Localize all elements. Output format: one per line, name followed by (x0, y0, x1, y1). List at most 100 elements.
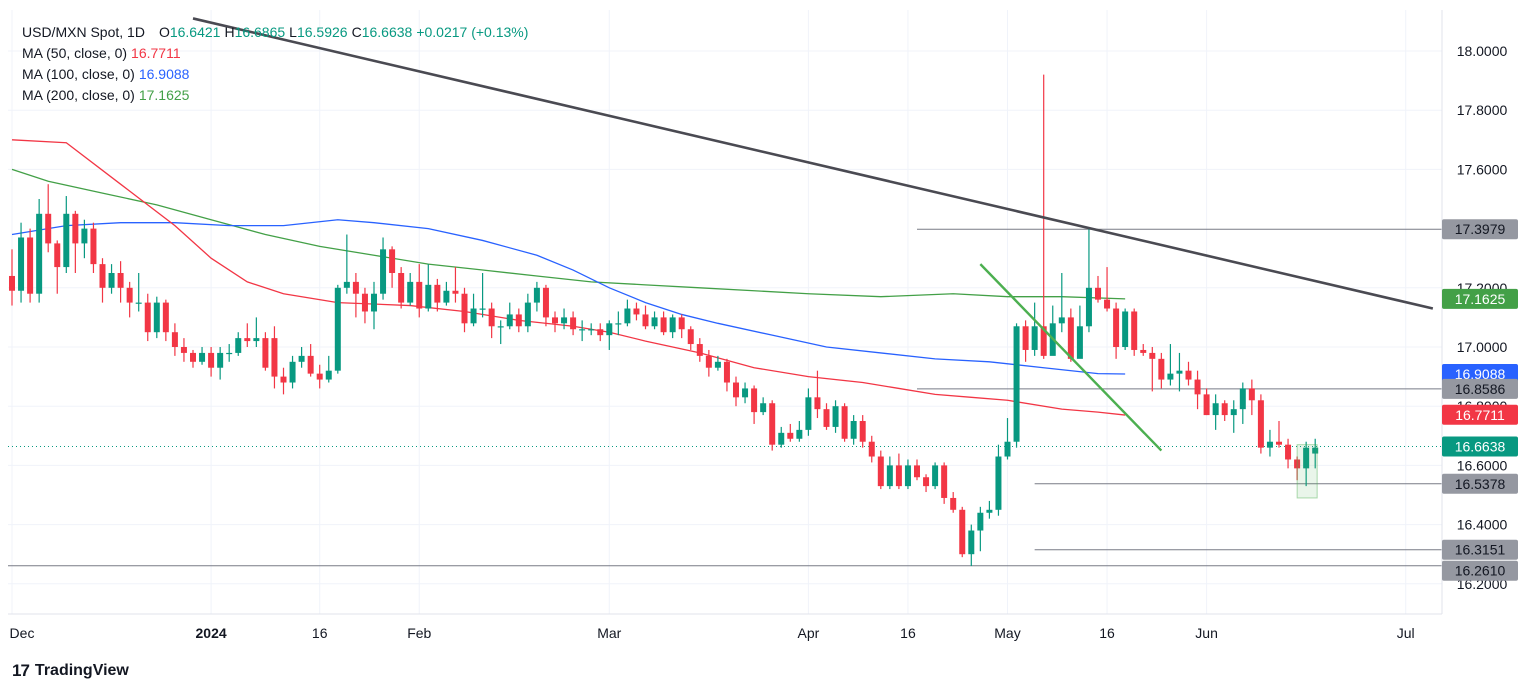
candle-body (1294, 459, 1301, 469)
candle-body (1067, 317, 1074, 359)
candle-body (886, 465, 893, 487)
candlesticks (9, 74, 1319, 567)
candle-body (533, 287, 540, 303)
candle-body (334, 287, 341, 371)
candle-body (841, 406, 848, 439)
candle-body (407, 281, 414, 303)
symbol-label[interactable]: USD/MXN Spot, 1D (22, 24, 145, 40)
candle-body (1040, 326, 1047, 356)
candle-body (932, 465, 939, 487)
candle-body (108, 273, 115, 288)
candle-body (1031, 326, 1038, 350)
candle-body (488, 308, 495, 327)
price-badge (1442, 378, 1518, 399)
candle-body (1203, 394, 1210, 416)
candle-body (805, 397, 812, 430)
candle-body (733, 382, 739, 398)
candle-body (850, 421, 857, 439)
candle-body (45, 213, 52, 244)
candle-body (1058, 317, 1065, 324)
ma50-row[interactable]: MA (50, close, 0) 16.7711 (22, 43, 528, 64)
candle-body (416, 281, 423, 309)
price-axis[interactable]: 18.000017.800017.600017.200017.000016.80… (1441, 10, 1508, 614)
candle-body (271, 338, 278, 377)
candle-body (235, 338, 242, 353)
time-tick-label: 2024 (196, 625, 227, 641)
time-tick-label: May (994, 625, 1020, 641)
candle-body (361, 293, 368, 312)
candle-body (660, 317, 667, 333)
time-tick-label: Feb (407, 625, 431, 641)
candle-body (452, 290, 459, 294)
price-badge-label: 16.2610 (1455, 563, 1506, 579)
candle-body (1303, 447, 1310, 469)
time-tick-label: Mar (597, 625, 621, 641)
candle-body (651, 317, 658, 327)
candle-body (1248, 388, 1255, 401)
candle-body (217, 352, 224, 368)
candle-body (1312, 447, 1319, 454)
time-axis[interactable]: Dec 2024 16 Feb Mar Apr 16 May 16 Jun Jul (8, 613, 1442, 641)
candle-body (868, 441, 875, 457)
candle-body (986, 509, 993, 513)
ma50-value: 16.7711 (131, 45, 181, 61)
candle-body (705, 355, 712, 368)
candle-body (343, 281, 350, 288)
candle-body (1167, 373, 1174, 380)
price-badge-label: 16.9088 (1455, 366, 1506, 382)
trendlines[interactable] (192, 17, 1434, 452)
candle-body (289, 361, 296, 383)
price-badge (1442, 560, 1518, 581)
candle-body (352, 281, 359, 294)
close-label: C (351, 24, 362, 40)
ma200-row[interactable]: MA (200, close, 0) 17.1625 (22, 85, 528, 106)
candle-body (923, 477, 930, 487)
candle-body (497, 326, 504, 328)
ohlc-row: USD/MXN Spot, 1D O 16.6421 H 16.6865 L 16.5… (22, 22, 528, 43)
candle-body (1095, 287, 1101, 300)
time-tick-label: 16 (900, 625, 916, 641)
candle-body (244, 338, 251, 342)
candle-body (1131, 311, 1138, 350)
candle-body (443, 290, 450, 303)
price-tick-label: 17.0000 (1457, 339, 1508, 355)
candle-body (18, 237, 25, 291)
candle-body (1149, 352, 1156, 359)
tradingview-logo-icon: 17 (12, 661, 30, 680)
candle-body (1185, 370, 1192, 380)
candle-body (696, 344, 703, 356)
candle-body (597, 329, 604, 336)
candle-body (54, 243, 61, 268)
price-badge (1442, 404, 1518, 425)
price-badge (1442, 539, 1518, 560)
candle-body (1266, 441, 1273, 448)
price-badge-label: 16.5378 (1455, 476, 1506, 492)
candle-body (9, 275, 15, 291)
price-badge-label: 16.8586 (1455, 381, 1506, 397)
candle-body (678, 317, 685, 330)
candle-body (742, 388, 749, 398)
candle-body (280, 376, 287, 383)
high-value: 16.6865 (234, 24, 286, 40)
candle-body (914, 465, 920, 478)
candle-body (624, 308, 631, 324)
ma100-line (11, 219, 1126, 375)
price-badge-label: 16.3151 (1455, 542, 1506, 558)
price-badge (1442, 473, 1518, 494)
ma100-row[interactable]: MA (100, close, 0) 16.9088 (22, 64, 528, 85)
candle-body (461, 293, 468, 324)
tradingview-brand[interactable]: 17 TradingView (12, 661, 129, 681)
candle-body (298, 355, 305, 362)
candle-body (769, 403, 776, 445)
time-tick-label: Jun (1195, 625, 1218, 641)
candle-body (325, 370, 332, 380)
candle-body (307, 355, 314, 374)
candle-body (859, 421, 866, 442)
candle-body (253, 338, 260, 342)
price-badge-label: 17.1625 (1455, 291, 1506, 307)
brand-name: TradingView (34, 662, 129, 679)
candle-body (316, 373, 323, 380)
candle-body (117, 273, 124, 288)
long-trendline (192, 17, 1434, 310)
